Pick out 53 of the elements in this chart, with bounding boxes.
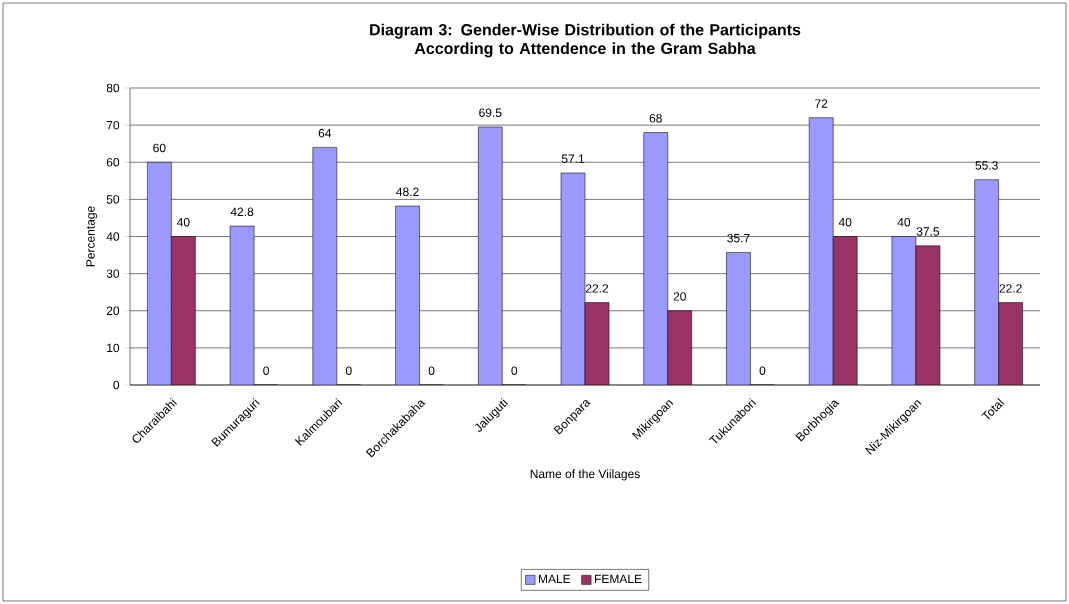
y-tick-label: 20 <box>106 306 120 316</box>
data-label: 64 <box>318 128 332 138</box>
data-label: 22.2 <box>585 284 609 293</box>
y-tick-label: 70 <box>106 120 120 130</box>
y-tick-label: 0 <box>113 380 120 390</box>
y-tick-label: 10 <box>107 343 120 353</box>
data-label: 0 <box>759 366 766 375</box>
y-tick-label: 40 <box>106 232 120 241</box>
y-tick-label: 80 <box>106 83 120 93</box>
data-label: 0 <box>428 366 435 375</box>
bar <box>726 252 751 385</box>
y-axis-title: Percentage <box>86 206 98 267</box>
data-label: 0 <box>263 366 269 375</box>
data-label: 68 <box>649 114 662 123</box>
data-label: 0 <box>345 366 352 375</box>
data-label: 48.2 <box>396 187 419 197</box>
bar <box>808 117 834 385</box>
data-label: 55.3 <box>975 161 998 170</box>
data-label: 72 <box>815 99 828 108</box>
bar <box>560 172 586 385</box>
bar <box>171 236 196 385</box>
x-axis-title: Name of the Viilages <box>530 469 640 481</box>
data-label: 40 <box>838 217 852 227</box>
data-label: 60 <box>153 143 166 153</box>
bar <box>891 236 917 385</box>
bar <box>832 236 858 385</box>
bar <box>312 147 338 385</box>
data-label: 42.8 <box>230 207 254 217</box>
data-label: 40 <box>897 217 911 227</box>
data-label: 57.1 <box>561 154 585 163</box>
legend-label: FEMALE <box>595 574 642 583</box>
legend-label: MALE <box>538 574 571 583</box>
bar <box>478 126 503 385</box>
bar <box>395 205 420 385</box>
data-label: 22.2 <box>999 284 1022 293</box>
y-tick-label: 50 <box>106 195 120 204</box>
data-label: 0 <box>511 366 518 375</box>
bar <box>147 161 172 385</box>
y-tick-label: 60 <box>106 158 120 167</box>
data-label: 37.5 <box>916 227 940 236</box>
bar <box>584 302 610 385</box>
bar <box>974 179 999 385</box>
data-label: 40 <box>176 217 190 227</box>
bar <box>643 132 669 385</box>
bar <box>667 310 693 385</box>
bar <box>915 245 941 385</box>
data-label: 20 <box>673 292 686 301</box>
chart-title: Diagram 3: Gender-Wise Distribution of the Participants According to Attendence in the Gram Sabha <box>370 23 801 58</box>
data-label: 69.5 <box>479 108 502 117</box>
data-label: 35.7 <box>727 233 750 243</box>
bar <box>998 302 1023 385</box>
bar <box>229 225 255 385</box>
y-tick-label: 30 <box>106 269 120 278</box>
